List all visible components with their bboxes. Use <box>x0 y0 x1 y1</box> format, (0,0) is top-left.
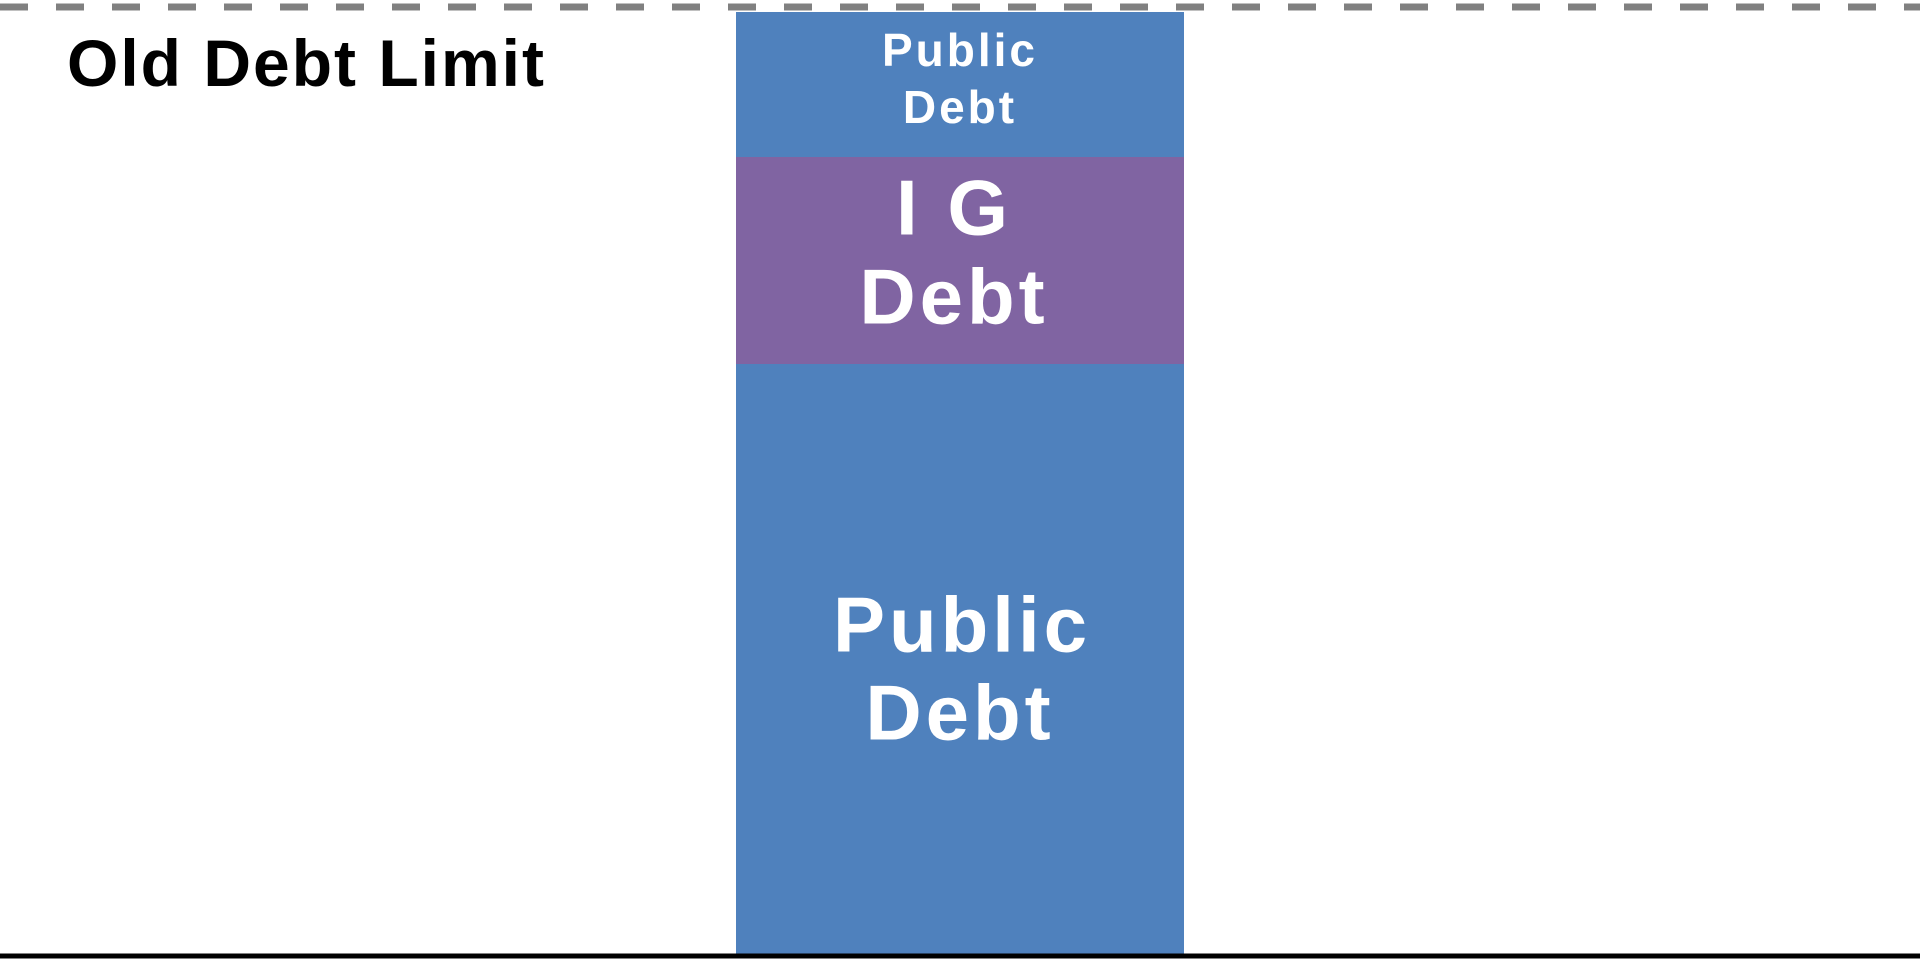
segment-label: Public <box>833 581 1091 669</box>
segment-label: I G <box>896 164 1012 252</box>
public-debt-top-block <box>736 12 1184 157</box>
ig-debt-block <box>736 157 1184 364</box>
segment-label: Debt <box>859 253 1048 341</box>
limit-label: Old Debt Limit <box>67 26 546 100</box>
segment-label: Public <box>882 24 1038 76</box>
public-debt-bottom-block <box>736 364 1184 955</box>
segment-label: Debt <box>865 669 1054 757</box>
segment-label: Debt <box>903 81 1017 133</box>
